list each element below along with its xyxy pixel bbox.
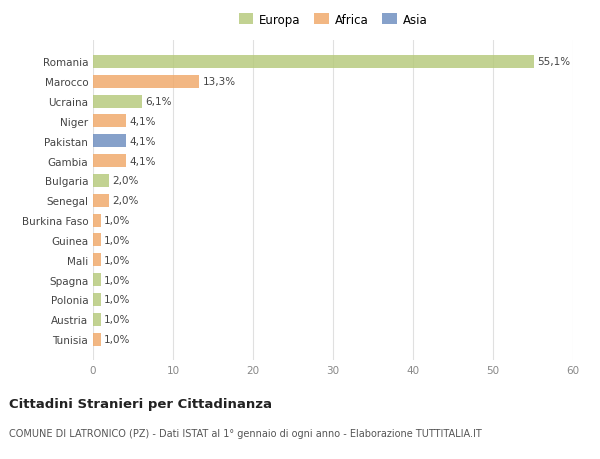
Text: 2,0%: 2,0% <box>112 176 139 186</box>
Text: 13,3%: 13,3% <box>203 77 236 87</box>
Text: 1,0%: 1,0% <box>104 216 131 225</box>
Text: 55,1%: 55,1% <box>537 57 570 67</box>
Bar <box>93 76 199 89</box>
Legend: Europa, Africa, Asia: Europa, Africa, Asia <box>236 11 430 29</box>
Text: 4,1%: 4,1% <box>129 117 155 127</box>
Bar <box>93 155 126 168</box>
Bar <box>93 234 101 247</box>
Bar <box>93 194 109 207</box>
Bar <box>93 56 534 69</box>
Text: COMUNE DI LATRONICO (PZ) - Dati ISTAT al 1° gennaio di ogni anno - Elaborazione : COMUNE DI LATRONICO (PZ) - Dati ISTAT al… <box>9 428 482 438</box>
Text: 1,0%: 1,0% <box>104 295 131 305</box>
Bar <box>93 293 101 306</box>
Text: 1,0%: 1,0% <box>104 335 131 344</box>
Text: 1,0%: 1,0% <box>104 275 131 285</box>
Text: 1,0%: 1,0% <box>104 255 131 265</box>
Bar <box>93 313 101 326</box>
Bar <box>93 174 109 187</box>
Bar <box>93 254 101 267</box>
Text: 1,0%: 1,0% <box>104 235 131 246</box>
Text: 6,1%: 6,1% <box>145 97 172 107</box>
Bar <box>93 135 126 148</box>
Text: Cittadini Stranieri per Cittadinanza: Cittadini Stranieri per Cittadinanza <box>9 397 272 410</box>
Bar <box>93 214 101 227</box>
Bar <box>93 333 101 346</box>
Bar <box>93 95 142 108</box>
Bar <box>93 115 126 128</box>
Text: 2,0%: 2,0% <box>112 196 139 206</box>
Text: 4,1%: 4,1% <box>129 156 155 166</box>
Bar <box>93 274 101 286</box>
Text: 4,1%: 4,1% <box>129 136 155 146</box>
Text: 1,0%: 1,0% <box>104 314 131 325</box>
